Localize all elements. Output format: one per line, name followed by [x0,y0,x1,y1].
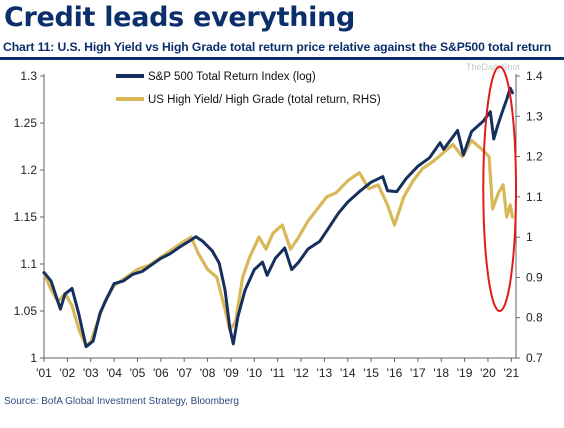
x-tick-label: '14 [340,366,356,380]
x-tick-label: '09 [223,366,239,380]
chart-subtitle: Chart 11: U.S. High Yield vs High Grade … [3,40,552,54]
x-tick-label: '10 [246,366,262,380]
y-right-tick-label: 1.4 [526,69,543,83]
x-tick-label: '06 [153,366,169,380]
x-tick-label: '02 [60,366,76,380]
series-line-hyhg [42,138,515,348]
chart-series [42,86,515,349]
chart-headline: Credit leads everything [4,2,356,33]
x-tick-label: '21 [504,366,520,380]
x-tick-label: '03 [83,366,99,380]
x-tick-label: '20 [480,366,496,380]
y-right-tick-label: 0.9 [526,270,543,284]
watermark: TheDailyShot [466,62,521,72]
y-left-tick-label: 1.2 [20,163,37,177]
y-left-tick-label: 1.1 [20,257,37,271]
title-divider [0,57,564,60]
x-tick-label: '15 [363,366,379,380]
chart-annotations [482,65,517,312]
y-right-tick-label: 1.2 [526,150,543,164]
highlight-ellipse [482,65,517,312]
legend-label-sp500: S&P 500 Total Return Index (log) [148,71,316,83]
y-right-tick-label: 1.3 [526,109,543,123]
chart-source: Source: BofA Global Investment Strategy,… [4,396,239,407]
x-tick-label: '05 [130,366,146,380]
x-tick-label: '16 [387,366,403,380]
chart-axes: 1 1.05 1.1 1.15 1.2 1.25 1.3 0.7 0.8 0.9 1 1.1 1.2 1.… [14,69,543,380]
y-left-tick-label: 1.3 [20,69,37,83]
x-tick-label: '12 [293,366,309,380]
x-tick-label: '19 [457,366,473,380]
y-right-tick-label: 1 [526,230,533,244]
y-right-tick-label: 1.1 [526,190,543,204]
y-left-tick-label: 1 [30,351,37,365]
y-right-tick-label: 0.8 [526,311,543,325]
chart-legend: S&P 500 Total Return Index (log) US High… [116,71,381,106]
legend-label-hyhg: US High Yield/ High Grade (total return,… [148,94,381,106]
y-right-tick-label: 0.7 [526,351,543,365]
y-left-tick-label: 1.25 [14,116,38,130]
x-tick-label: '01 [36,366,52,380]
x-tick-label: '13 [317,366,333,380]
x-tick-label: '11 [270,366,285,380]
x-tick-label: '08 [200,366,216,380]
x-tick-label: '04 [106,366,122,380]
series-line-sp500 [42,86,514,349]
x-tick-label: '17 [410,366,426,380]
x-tick-label: '07 [176,366,192,380]
x-tick-label: '18 [433,366,449,380]
y-left-tick-label: 1.15 [14,210,38,224]
y-left-tick-label: 1.05 [14,304,38,318]
